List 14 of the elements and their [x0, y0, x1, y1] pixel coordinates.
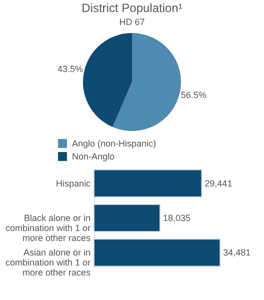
legend-label: Non-Anglo: [72, 152, 115, 162]
data-label: 34,481: [223, 248, 251, 258]
y-tick-label: Asian alone or in combination with 1 or more other races: [5, 248, 91, 278]
y-tick-label: Black alone or in combination with 1 or more other races: [5, 213, 91, 243]
y-tick-label: Hispanic: [56, 178, 91, 188]
data-label: 18,035: [162, 213, 190, 223]
data-label: 43.5%: [58, 64, 84, 74]
pie-slice: [83, 33, 132, 127]
chart-title: District Population¹: [82, 1, 182, 15]
data-label: 56.5%: [180, 90, 206, 100]
legend-label: Anglo (non-Hispanic): [72, 138, 156, 148]
chart-subtitle: HD 67: [119, 17, 145, 27]
pie-slice: [112, 33, 181, 131]
data-label: 29,441: [204, 178, 232, 188]
